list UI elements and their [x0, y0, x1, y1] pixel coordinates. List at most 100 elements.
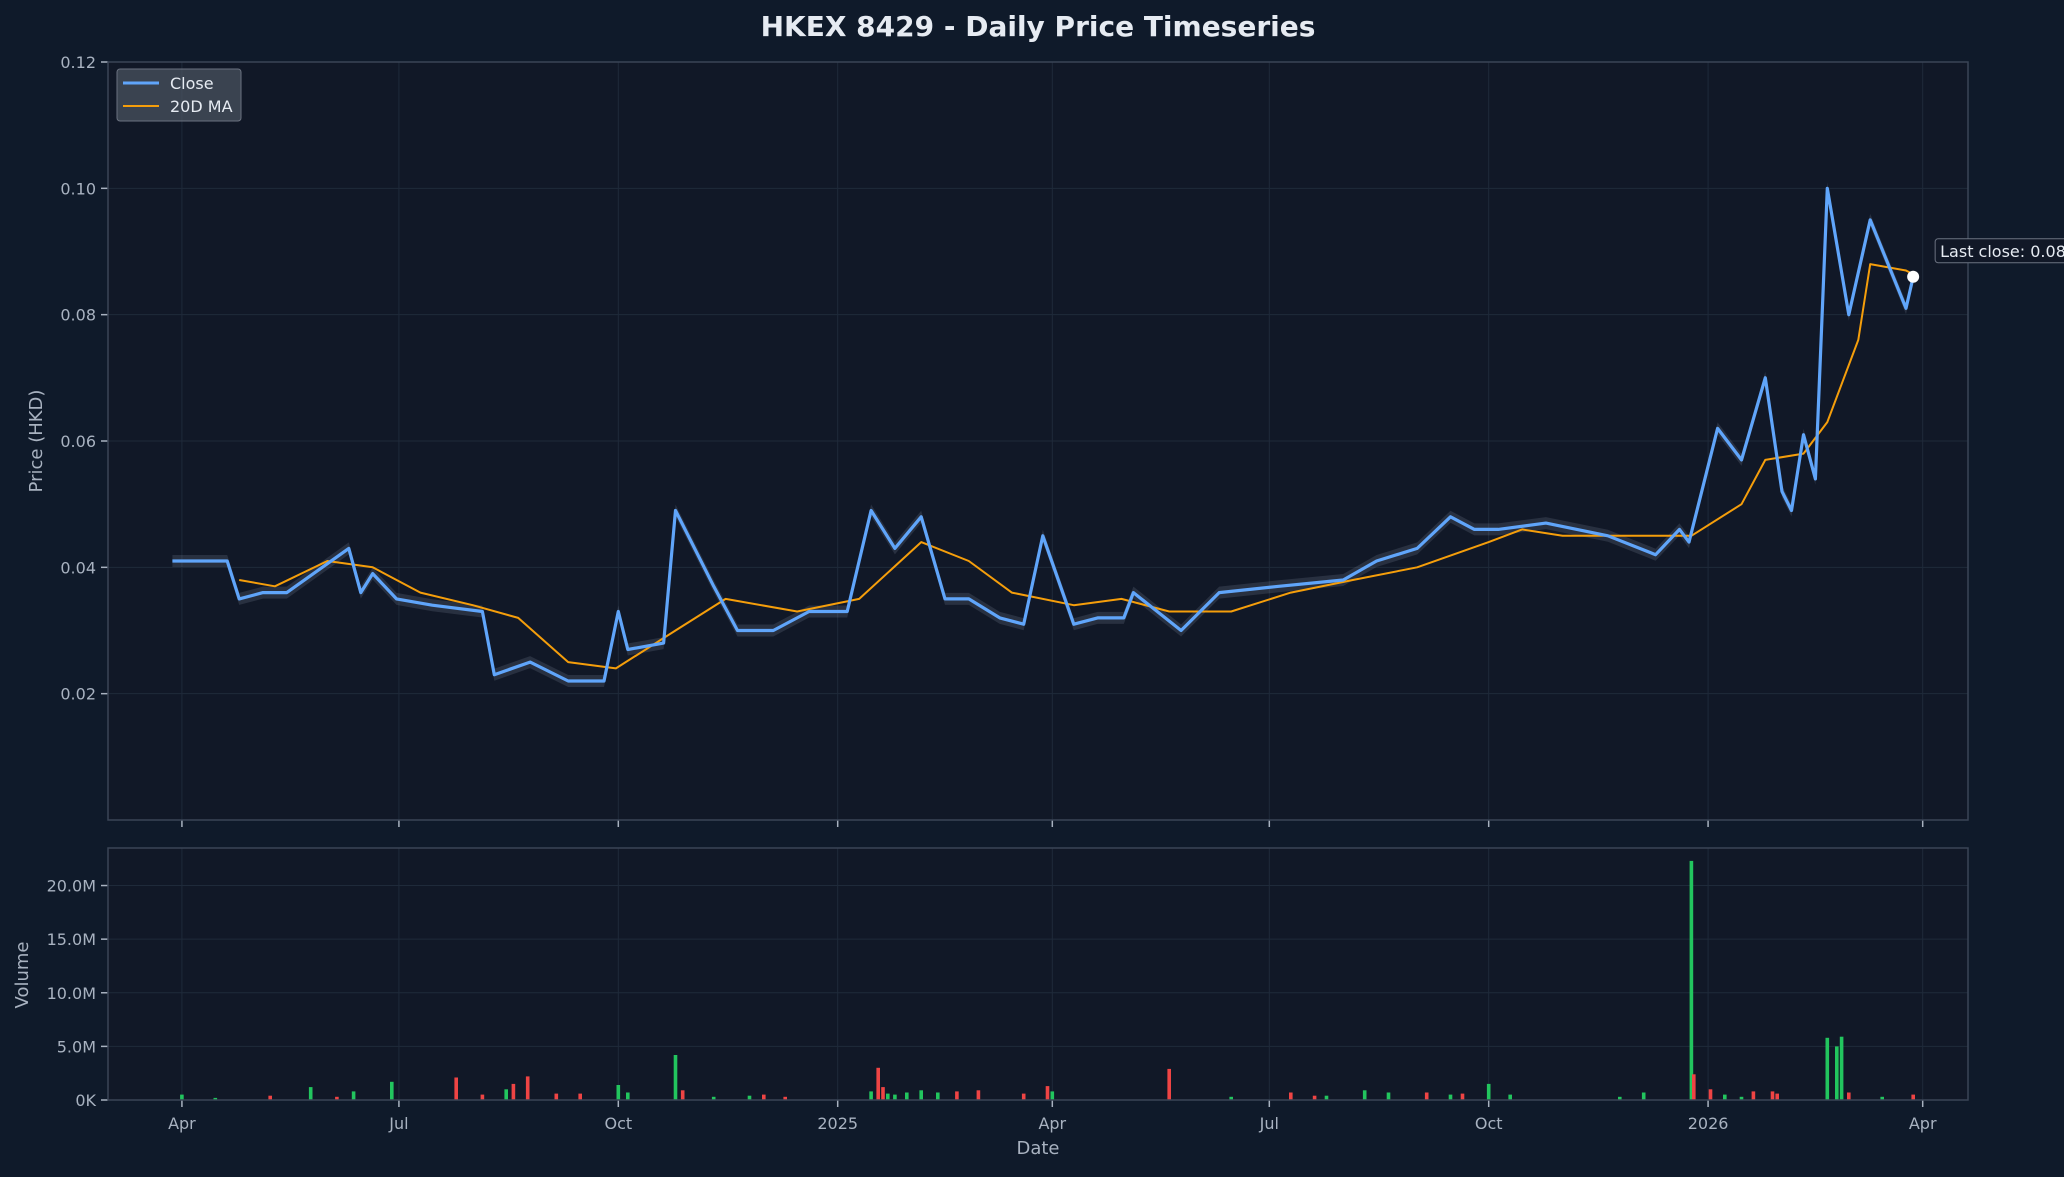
- volume-bar-up: [1050, 1091, 1055, 1100]
- volume-bar-up: [1486, 1083, 1491, 1100]
- volume-bar-up: [905, 1092, 909, 1100]
- legend-close-label: Close: [170, 74, 214, 93]
- last-close-marker: [1907, 270, 1920, 283]
- volume-bar-down: [578, 1093, 582, 1100]
- volume-bar-down: [1021, 1093, 1026, 1100]
- volume-bar-down: [1847, 1092, 1851, 1100]
- volume-bar-down: [1167, 1068, 1171, 1100]
- volume-y-tick-label: 0K: [75, 1091, 96, 1110]
- volume-bar-up: [1618, 1096, 1622, 1100]
- volume-y-tick-label: 5.0M: [57, 1037, 96, 1056]
- volume-y-tick-label: 20.0M: [47, 877, 96, 896]
- volume-bar-down: [1692, 1074, 1696, 1100]
- last-close-box: [1934, 238, 2064, 264]
- volume-frame: [107, 847, 1969, 1101]
- volume-plot-area: [108, 848, 1968, 1100]
- price-y-tick-label: 0.06: [60, 432, 96, 451]
- volume-bar-down: [511, 1083, 516, 1100]
- price-lines: [172, 186, 1919, 683]
- volume-bar-up: [213, 1097, 218, 1100]
- volume-bar-up: [308, 1087, 313, 1100]
- volume-bar-up: [1641, 1092, 1646, 1100]
- volume-bar-down: [1424, 1092, 1429, 1100]
- volume-bar-up: [1825, 1037, 1830, 1100]
- ma-20d-line: [239, 263, 1919, 670]
- volume-bar-down: [1312, 1095, 1317, 1100]
- legend: Close 20D MA: [116, 68, 242, 122]
- price-y-tick-label: 0.04: [60, 558, 96, 577]
- volume-bar-up: [504, 1089, 508, 1100]
- volume-bar-down: [1911, 1094, 1915, 1100]
- volume-bar-down: [876, 1067, 880, 1100]
- volume-bar-up: [919, 1090, 923, 1100]
- volume-bar-down: [1045, 1086, 1050, 1100]
- volume-bar-down: [480, 1094, 485, 1100]
- volume-bar-up: [869, 1091, 873, 1100]
- x-tick-label: Oct: [604, 1114, 632, 1133]
- volume-bar-down: [525, 1076, 530, 1100]
- last-close-annotation: Last close: 0.086: [1907, 238, 2064, 283]
- volume-x-ticks: Apr Jul Oct 2025 Apr Jul Oct 2026 Apr: [168, 1100, 1937, 1133]
- volume-bar-up: [616, 1085, 621, 1100]
- volume-bar-up: [1324, 1095, 1329, 1100]
- volume-bar-down: [881, 1087, 885, 1100]
- x-tick-label: Apr: [168, 1114, 196, 1133]
- volume-bar-down: [976, 1090, 981, 1100]
- volume-bar-up: [1229, 1096, 1233, 1100]
- volume-bar-down: [1770, 1091, 1775, 1100]
- volume-bar-up: [711, 1096, 716, 1100]
- volume-bar-up: [1362, 1090, 1367, 1100]
- volume-bar-up: [351, 1091, 356, 1100]
- volume-y-tick-label: 10.0M: [47, 984, 96, 1003]
- price-y-tick-label: 0.10: [60, 179, 96, 198]
- volume-bar-down: [454, 1077, 458, 1100]
- volume-bar-up: [936, 1092, 940, 1100]
- volume-bar-up: [1386, 1092, 1391, 1100]
- volume-bar-up: [626, 1092, 630, 1100]
- x-tick-label: Apr: [1909, 1114, 1937, 1133]
- volume-bar-down: [783, 1096, 787, 1100]
- volume-bar-up: [1723, 1094, 1727, 1100]
- price-y-tick-label: 0.02: [60, 685, 96, 704]
- volume-bar-down: [335, 1096, 339, 1100]
- volume-bar-down: [955, 1091, 959, 1100]
- volume-x-axis-label: Date: [1016, 1138, 1059, 1159]
- x-tick-label: Jul: [1259, 1114, 1279, 1133]
- volume-bar-up: [747, 1095, 752, 1100]
- x-tick-label: 2026: [1688, 1114, 1729, 1133]
- volume-bar-up: [180, 1094, 184, 1100]
- legend-ma-label: 20D MA: [170, 97, 233, 116]
- chart-title: HKEX 8429 - Daily Price Timeseries: [761, 10, 1316, 43]
- x-tick-label: 2025: [817, 1114, 858, 1133]
- x-tick-label: Oct: [1475, 1114, 1503, 1133]
- volume-bar-up: [1448, 1094, 1453, 1100]
- x-tick-label: Jul: [388, 1114, 408, 1133]
- price-y-ticks: 0.02 0.04 0.06 0.08 0.10 0.12: [60, 53, 108, 704]
- price-y-axis-label: Price (HKD): [26, 390, 47, 493]
- volume-bar-up: [893, 1094, 897, 1100]
- volume-bar-up: [390, 1081, 394, 1100]
- volume-bar-down: [268, 1095, 272, 1100]
- volume-bar-up: [886, 1093, 890, 1100]
- volume-bars: [180, 860, 1915, 1100]
- price-panel: 0.02 0.04 0.06 0.08 0.10 0.12 Price (HKD) Clo…: [26, 53, 2064, 827]
- volume-panel: 0K 5.0M 10.0M 15.0M 20.0M Apr Jul Oct 2025 Apr Ju…: [12, 847, 1969, 1159]
- price-x-tick-marks: [181, 820, 1924, 827]
- volume-bar-up: [1835, 1046, 1839, 1100]
- volume-bar-down: [1289, 1092, 1293, 1100]
- volume-bar-up: [1839, 1036, 1844, 1100]
- price-frame: [107, 61, 1969, 821]
- volume-bar-down: [1751, 1091, 1756, 1100]
- volume-bar-down: [1775, 1093, 1779, 1100]
- volume-bar-down: [1460, 1093, 1465, 1100]
- volume-bar-down: [680, 1090, 685, 1100]
- volume-bar-up: [1689, 860, 1694, 1100]
- x-tick-label: Apr: [1038, 1114, 1066, 1133]
- close-price-line: [172, 186, 1915, 683]
- volume-bar-up: [673, 1055, 678, 1100]
- last-close-label: Last close: 0.086: [1940, 242, 2064, 261]
- volume-bar-down: [1708, 1089, 1713, 1100]
- volume-y-ticks: 0K 5.0M 10.0M 15.0M 20.0M: [47, 877, 108, 1110]
